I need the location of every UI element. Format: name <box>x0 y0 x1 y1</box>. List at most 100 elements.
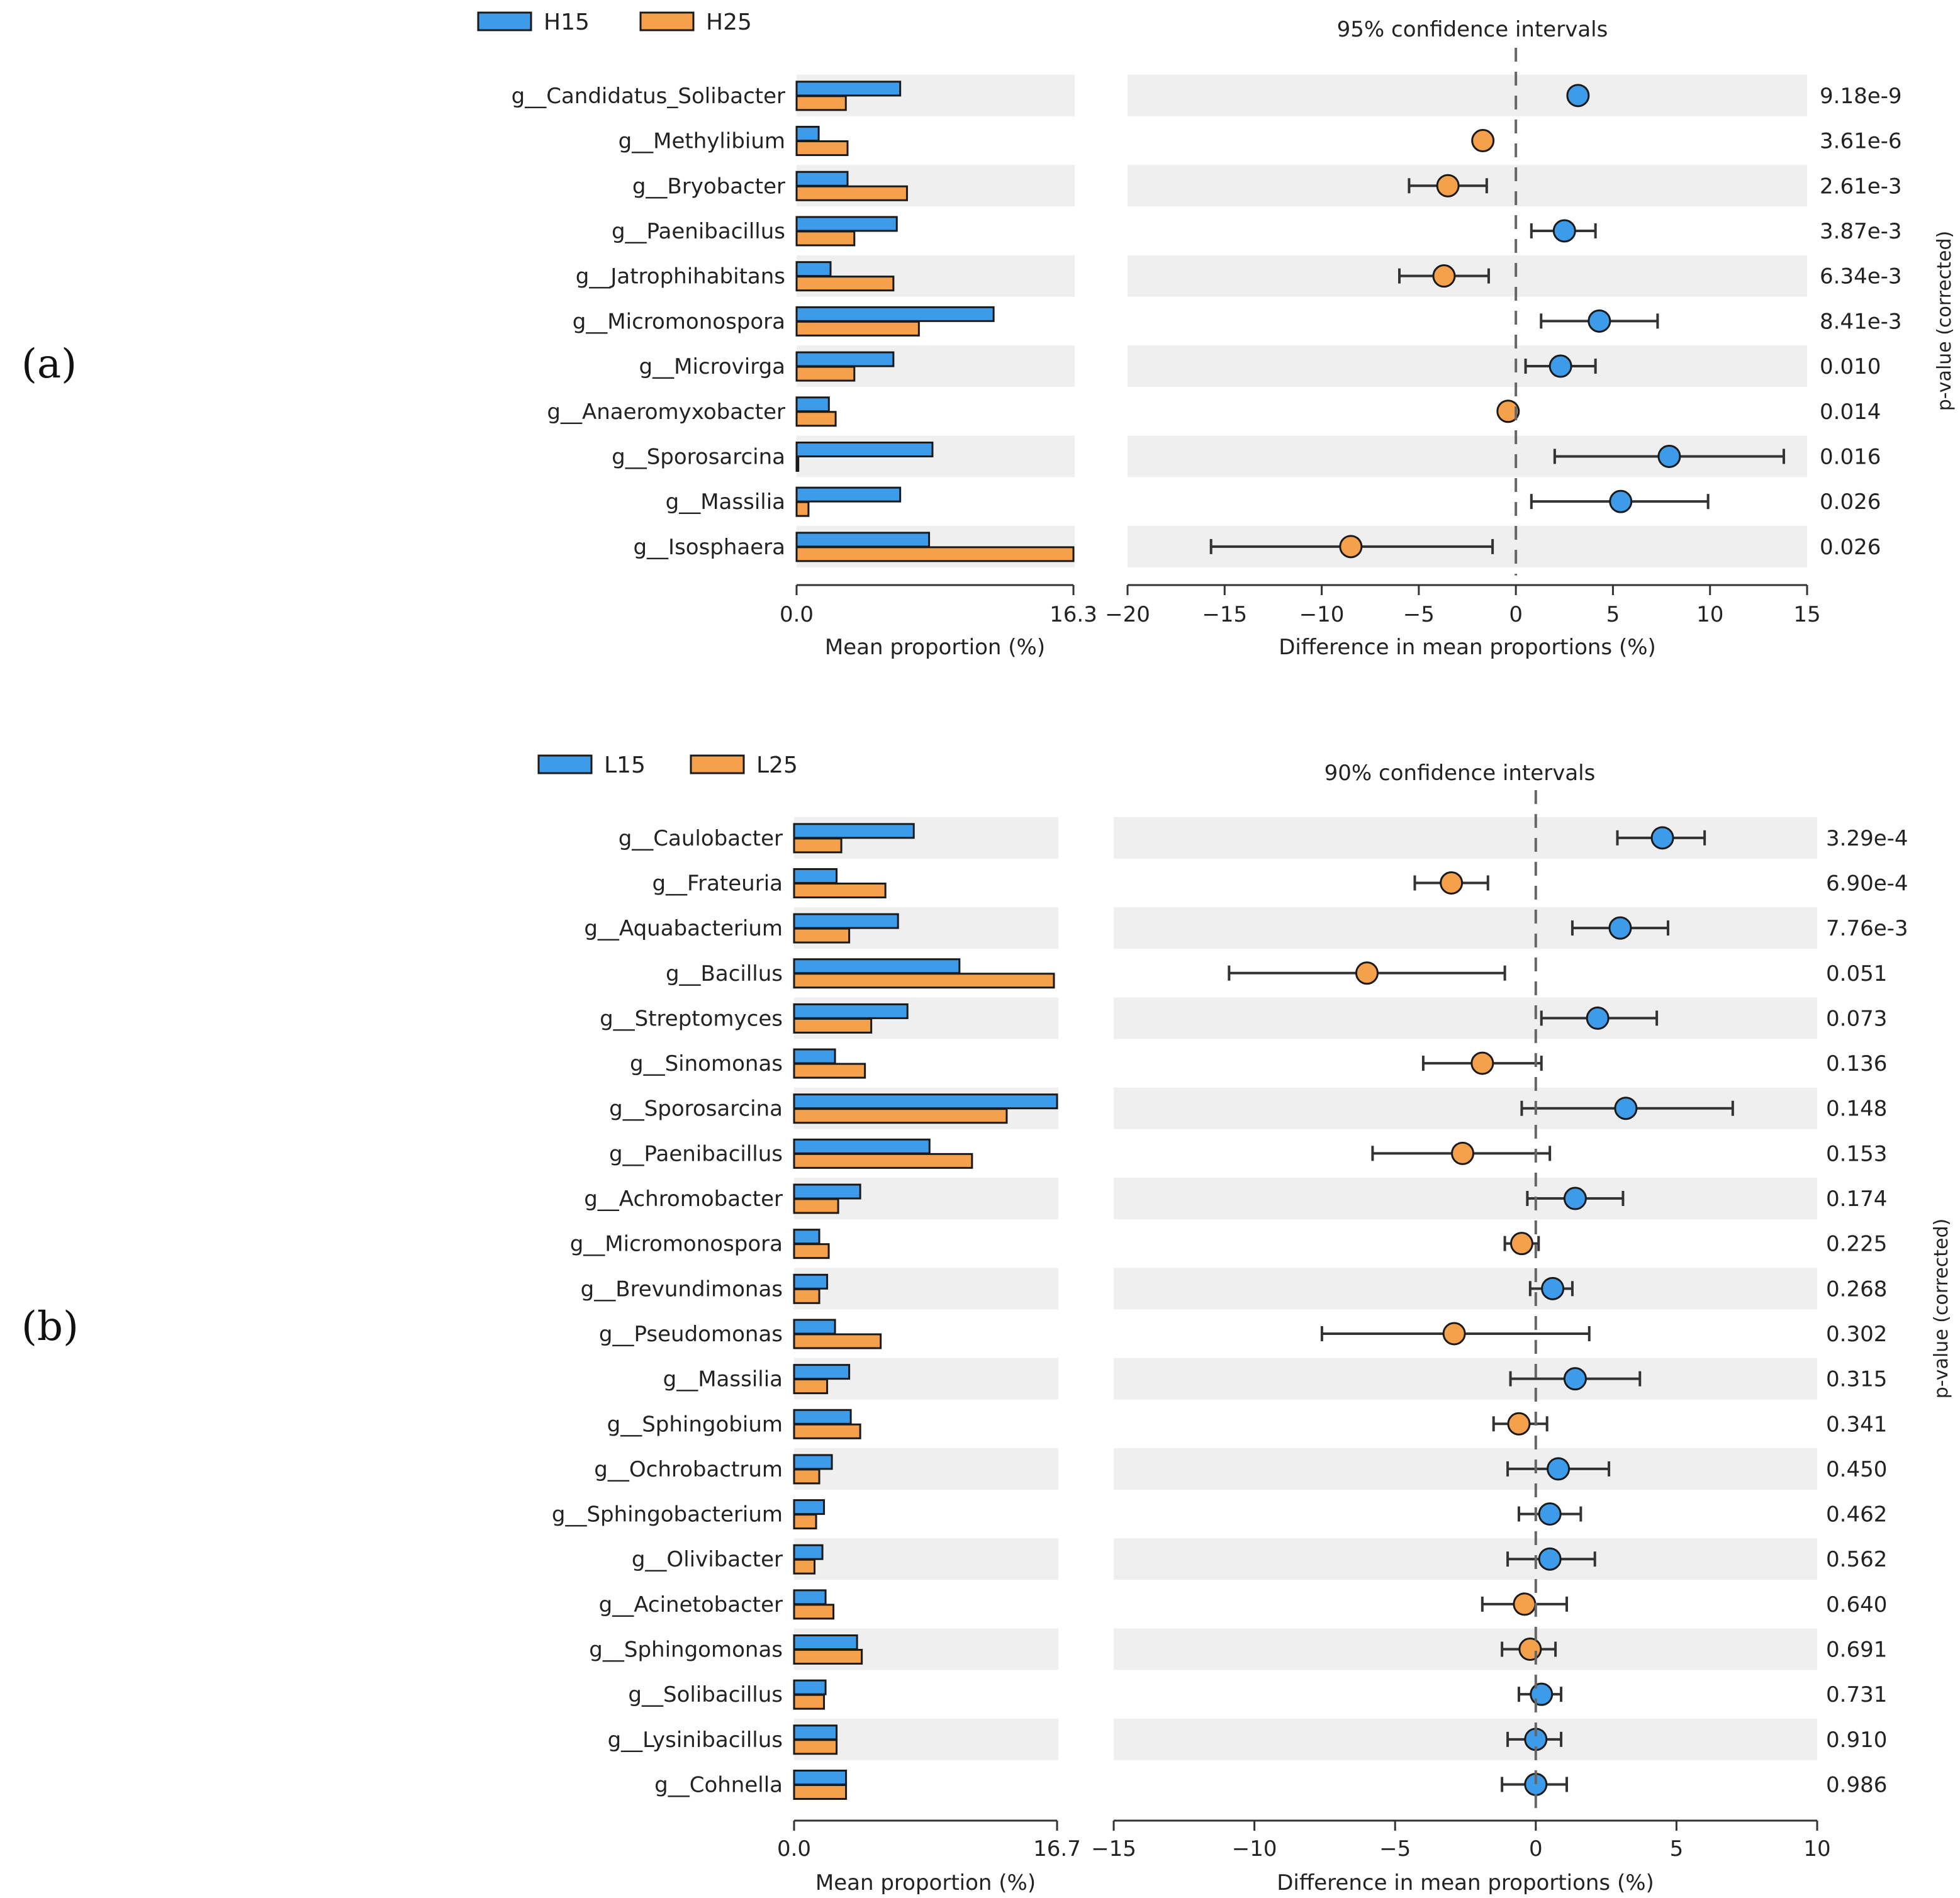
bar-h15 <box>795 261 832 277</box>
diff-axis-tick-label: −15 <box>1202 602 1247 627</box>
bar-h15 <box>795 216 898 232</box>
difference-point <box>1608 916 1632 940</box>
bar-h25 <box>795 95 847 111</box>
diff-axis-tick-label: −10 <box>1232 1836 1277 1862</box>
legend-label-h15: H15 <box>544 9 590 35</box>
bar-l15 <box>793 1769 848 1785</box>
genus-label: g__Paenibacillus <box>609 1141 783 1166</box>
genus-label: g__Jatrophihabitans <box>576 264 785 289</box>
bar-l25 <box>793 1333 882 1349</box>
bar-h25 <box>795 411 837 427</box>
bar-l25 <box>793 1604 835 1620</box>
genus-label: g__Paenibacillus <box>612 219 785 244</box>
ci-title: 90% confidence intervals <box>1324 761 1596 786</box>
diff-axis-title: Difference in mean proportions (%) <box>1277 1870 1654 1895</box>
p-value: 0.014 <box>1820 399 1881 425</box>
bar-l25 <box>793 1017 873 1034</box>
row-band <box>1114 997 1817 1039</box>
bar-l25 <box>793 1198 839 1214</box>
difference-point <box>1507 1412 1531 1436</box>
row-band <box>1128 74 1807 116</box>
bar-l15 <box>793 1003 909 1019</box>
bar-l15 <box>793 958 961 974</box>
difference-point <box>1538 1547 1562 1571</box>
p-value: 8.41e-3 <box>1820 309 1902 334</box>
panel-label-b: (b) <box>21 1303 79 1350</box>
bar-l25 <box>793 1288 820 1304</box>
genus-label: g__Micromonospora <box>570 1232 783 1257</box>
genus-label: g__Methylibium <box>619 129 785 154</box>
bar-h15 <box>795 486 902 503</box>
genus-label: g__Massilia <box>666 489 785 515</box>
difference-point <box>1609 489 1633 513</box>
row-band <box>794 1538 1058 1580</box>
bar-h15 <box>795 126 820 142</box>
genus-label: g__Caulobacter <box>619 826 783 851</box>
row-band <box>1114 817 1817 859</box>
p-value: 0.268 <box>1826 1276 1887 1302</box>
difference-point <box>1548 354 1572 378</box>
difference-point <box>1552 219 1576 243</box>
row-band <box>1128 345 1807 388</box>
difference-point <box>1355 961 1379 985</box>
row-band <box>794 1268 1058 1310</box>
genus-label: g__Sporosarcina <box>609 1097 783 1122</box>
p-value: 7.76e-3 <box>1826 916 1908 941</box>
bar-l15 <box>793 1454 833 1470</box>
bar-h15 <box>795 532 931 548</box>
difference-point <box>1588 309 1611 333</box>
bar-l15 <box>793 1364 851 1380</box>
bar-h25 <box>795 276 895 292</box>
diff-axis-tick-label: 15 <box>1793 602 1820 627</box>
legend-label-h25: H25 <box>706 9 752 35</box>
difference-point <box>1538 1502 1562 1526</box>
diff-axis-tick-label: −15 <box>1091 1836 1136 1862</box>
legend-label-l15: L15 <box>604 752 646 778</box>
diff-axis-tick-label: 0 <box>1509 602 1523 627</box>
bar-l25 <box>793 927 851 944</box>
difference-point <box>1496 399 1520 423</box>
bar-l15 <box>793 1048 836 1064</box>
p-value: 0.462 <box>1826 1502 1887 1527</box>
p-value: 0.051 <box>1826 961 1887 986</box>
difference-point <box>1563 1186 1587 1210</box>
bar-l25 <box>793 1108 1008 1124</box>
p-value: 6.90e-4 <box>1826 871 1908 896</box>
genus-label: g__Olivibacter <box>632 1547 783 1572</box>
genus-label: g__Achromobacter <box>584 1186 783 1212</box>
bar-axis-title: Mean proportion (%) <box>825 635 1045 660</box>
genus-label: g__Microvirga <box>639 354 785 379</box>
diff-axis-tick-label: 10 <box>1803 1836 1830 1862</box>
genus-label: g__Isosphaera <box>633 535 785 560</box>
bar-l25 <box>793 1739 838 1755</box>
difference-point <box>1471 129 1495 153</box>
p-value: 0.910 <box>1826 1728 1887 1753</box>
p-value: 0.026 <box>1820 489 1881 515</box>
p-value: 0.016 <box>1820 444 1881 469</box>
row-band <box>1114 1628 1817 1670</box>
difference-point <box>1563 1367 1587 1391</box>
bar-axis-tick-label: 16.3 <box>1050 602 1097 627</box>
bar-l15 <box>793 1319 836 1335</box>
difference-point <box>1509 1232 1533 1256</box>
bar-l25 <box>793 1784 848 1800</box>
bar-l25 <box>793 1378 829 1395</box>
p-value: 0.010 <box>1820 354 1881 379</box>
bar-l25 <box>793 1649 863 1665</box>
panel-b: L15 L25 90% confidence intervals g__Cauloba… <box>537 752 1952 1895</box>
p-value: 0.302 <box>1826 1322 1887 1347</box>
legend-swatch-l15 <box>537 754 593 774</box>
bar-l25 <box>793 1243 830 1259</box>
diff-axis-tick-label: −10 <box>1299 602 1345 627</box>
difference-point <box>1339 535 1363 559</box>
diff-axis-tick-label: −5 <box>1403 602 1435 627</box>
genus-label: g__Pseudomonas <box>599 1322 783 1347</box>
p-value: 0.153 <box>1826 1141 1887 1166</box>
ci-title: 95% confidence intervals <box>1337 17 1608 42</box>
p-value: 0.315 <box>1826 1367 1887 1392</box>
p-value: 3.61e-6 <box>1820 129 1902 154</box>
bar-h15 <box>795 81 902 97</box>
row-band <box>1114 1358 1817 1400</box>
genus-label: g__Acinetobacter <box>599 1592 783 1617</box>
